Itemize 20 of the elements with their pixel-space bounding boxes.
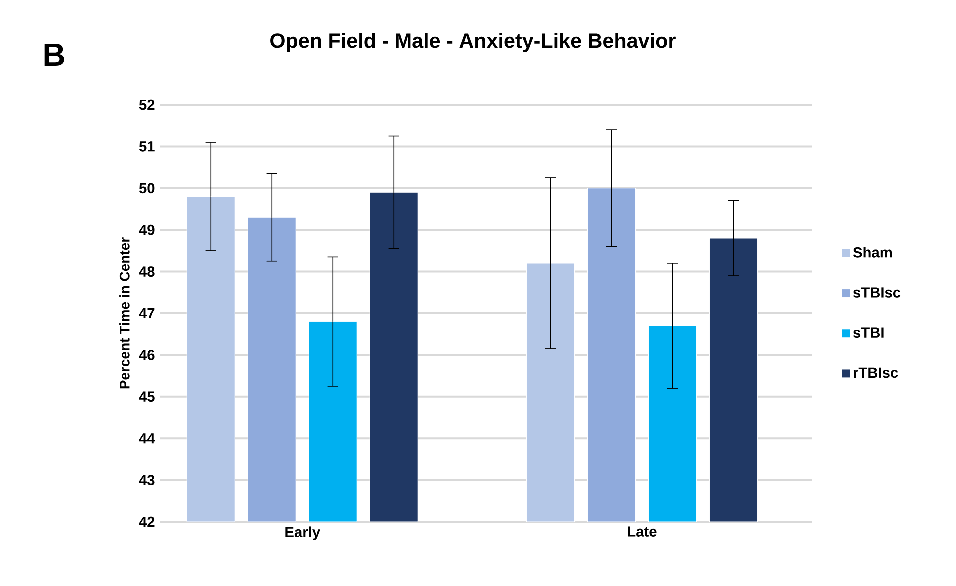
- x-tick-label: Early: [286, 526, 320, 540]
- y-tick-label: 51: [139, 142, 155, 152]
- y-tick-label: 46: [139, 350, 155, 360]
- y-tick-label: 42: [139, 516, 155, 528]
- legend-label: sTBI: [854, 328, 884, 338]
- chart-title: Open Field - Male - Anxiety-Like Behavior: [270, 33, 676, 52]
- y-tick-label: 52: [139, 100, 155, 110]
- legend-label: Sham: [853, 247, 892, 258]
- y-tick-label: 49: [139, 224, 155, 236]
- y-tick-label: 48: [139, 266, 155, 277]
- y-tick-label: 44: [139, 434, 156, 444]
- y-tick-label: 43: [139, 475, 155, 486]
- x-tick-label: Late: [628, 526, 657, 537]
- y-axis-title: Percent Time in Center: [120, 238, 130, 389]
- y-tick-label: 50: [139, 183, 155, 194]
- y-tick-label: 47: [139, 308, 155, 319]
- legend-label: sTBIsc: [854, 288, 901, 298]
- legend-label: rTBIsc: [854, 368, 898, 378]
- y-tick-label: 45: [139, 392, 155, 402]
- text: B: [44, 44, 64, 66]
